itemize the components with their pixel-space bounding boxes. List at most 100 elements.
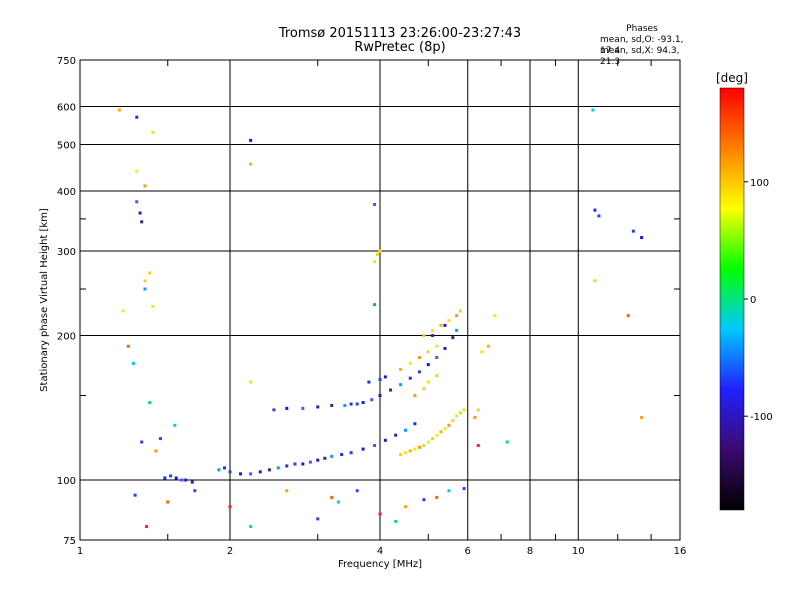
colorbar-label: [deg] [716, 71, 748, 85]
data-point [133, 493, 137, 497]
data-point [316, 405, 320, 409]
data-point [143, 287, 147, 291]
data-point [375, 253, 379, 257]
x-tick-label: 8 [527, 546, 533, 557]
y-tick-label: 750 [57, 56, 76, 67]
data-point [399, 367, 403, 371]
data-point [408, 361, 412, 365]
data-point [493, 314, 497, 318]
data-point [378, 512, 382, 516]
data-point [476, 444, 480, 448]
data-point [349, 402, 353, 406]
data-point [285, 489, 289, 493]
y-tick-label: 200 [57, 332, 76, 343]
data-point [591, 108, 595, 112]
data-point [249, 525, 253, 529]
data-point [413, 447, 417, 451]
data-point [593, 208, 597, 212]
data-point [166, 500, 170, 504]
data-point [276, 466, 280, 470]
data-point [462, 487, 466, 491]
data-point [431, 328, 435, 332]
data-point [258, 470, 262, 474]
data-point [138, 211, 142, 215]
data-point [190, 480, 194, 484]
data-point [135, 200, 139, 204]
data-point [148, 271, 152, 275]
data-point [158, 437, 162, 441]
data-point [169, 474, 173, 478]
stats-heading: Phases [626, 24, 658, 34]
data-point [228, 470, 232, 474]
data-point [249, 162, 253, 166]
data-point [413, 394, 417, 398]
data-point [145, 525, 149, 529]
data-point [173, 423, 177, 427]
data-point [140, 440, 144, 444]
data-point [389, 388, 393, 392]
data-point [447, 489, 451, 493]
data-point [121, 309, 125, 313]
data-point [394, 519, 398, 523]
data-point [426, 363, 430, 367]
data-point [267, 468, 271, 472]
data-point [426, 350, 430, 354]
data-point [408, 376, 412, 380]
data-point [361, 447, 365, 451]
data-point [413, 422, 417, 426]
data-point [399, 383, 403, 387]
data-point [417, 355, 421, 359]
data-point [422, 387, 426, 391]
data-point [435, 495, 439, 499]
data-point [443, 346, 447, 350]
data-point [403, 428, 407, 432]
data-point [126, 344, 130, 348]
data-point [593, 279, 597, 283]
x-tick-label: 6 [465, 546, 471, 557]
x-axis-label: Frequency [MHz] [338, 559, 422, 570]
data-point [272, 408, 276, 412]
data-point [458, 411, 462, 415]
data-point [378, 249, 382, 253]
data-point [640, 236, 644, 240]
data-point [403, 451, 407, 455]
data-point [143, 184, 147, 188]
data-point [330, 495, 334, 499]
data-point [443, 427, 447, 431]
data-point [239, 472, 243, 476]
data-point [435, 344, 439, 348]
data-point [505, 440, 509, 444]
data-point [223, 466, 227, 470]
data-point [422, 444, 426, 448]
data-point [336, 500, 340, 504]
data-point [447, 423, 451, 427]
data-point [383, 438, 387, 442]
data-point [455, 328, 459, 332]
data-point [349, 451, 353, 455]
data-point [301, 406, 305, 410]
x-tick-label: 10 [572, 546, 585, 557]
data-point [476, 408, 480, 412]
x-tick-label: 16 [674, 546, 687, 557]
data-point [378, 394, 382, 398]
data-point [447, 318, 451, 322]
x-tick-label: 2 [227, 546, 233, 557]
colorbar-tick-label: 100 [750, 178, 769, 189]
y-tick-label: 300 [57, 247, 76, 258]
data-point [394, 433, 398, 437]
data-point [422, 498, 426, 502]
data-point [439, 430, 443, 434]
data-point [249, 138, 253, 142]
data-point [408, 449, 412, 453]
data-point [340, 453, 344, 457]
data-point [373, 444, 377, 448]
data-point [462, 408, 466, 412]
data-point [140, 220, 144, 224]
y-tick-label: 500 [57, 141, 76, 152]
y-tick-label: 400 [57, 187, 76, 198]
x-tick-label: 1 [77, 546, 83, 557]
data-point [631, 229, 635, 233]
colorbar-tick-label: -100 [750, 412, 773, 423]
